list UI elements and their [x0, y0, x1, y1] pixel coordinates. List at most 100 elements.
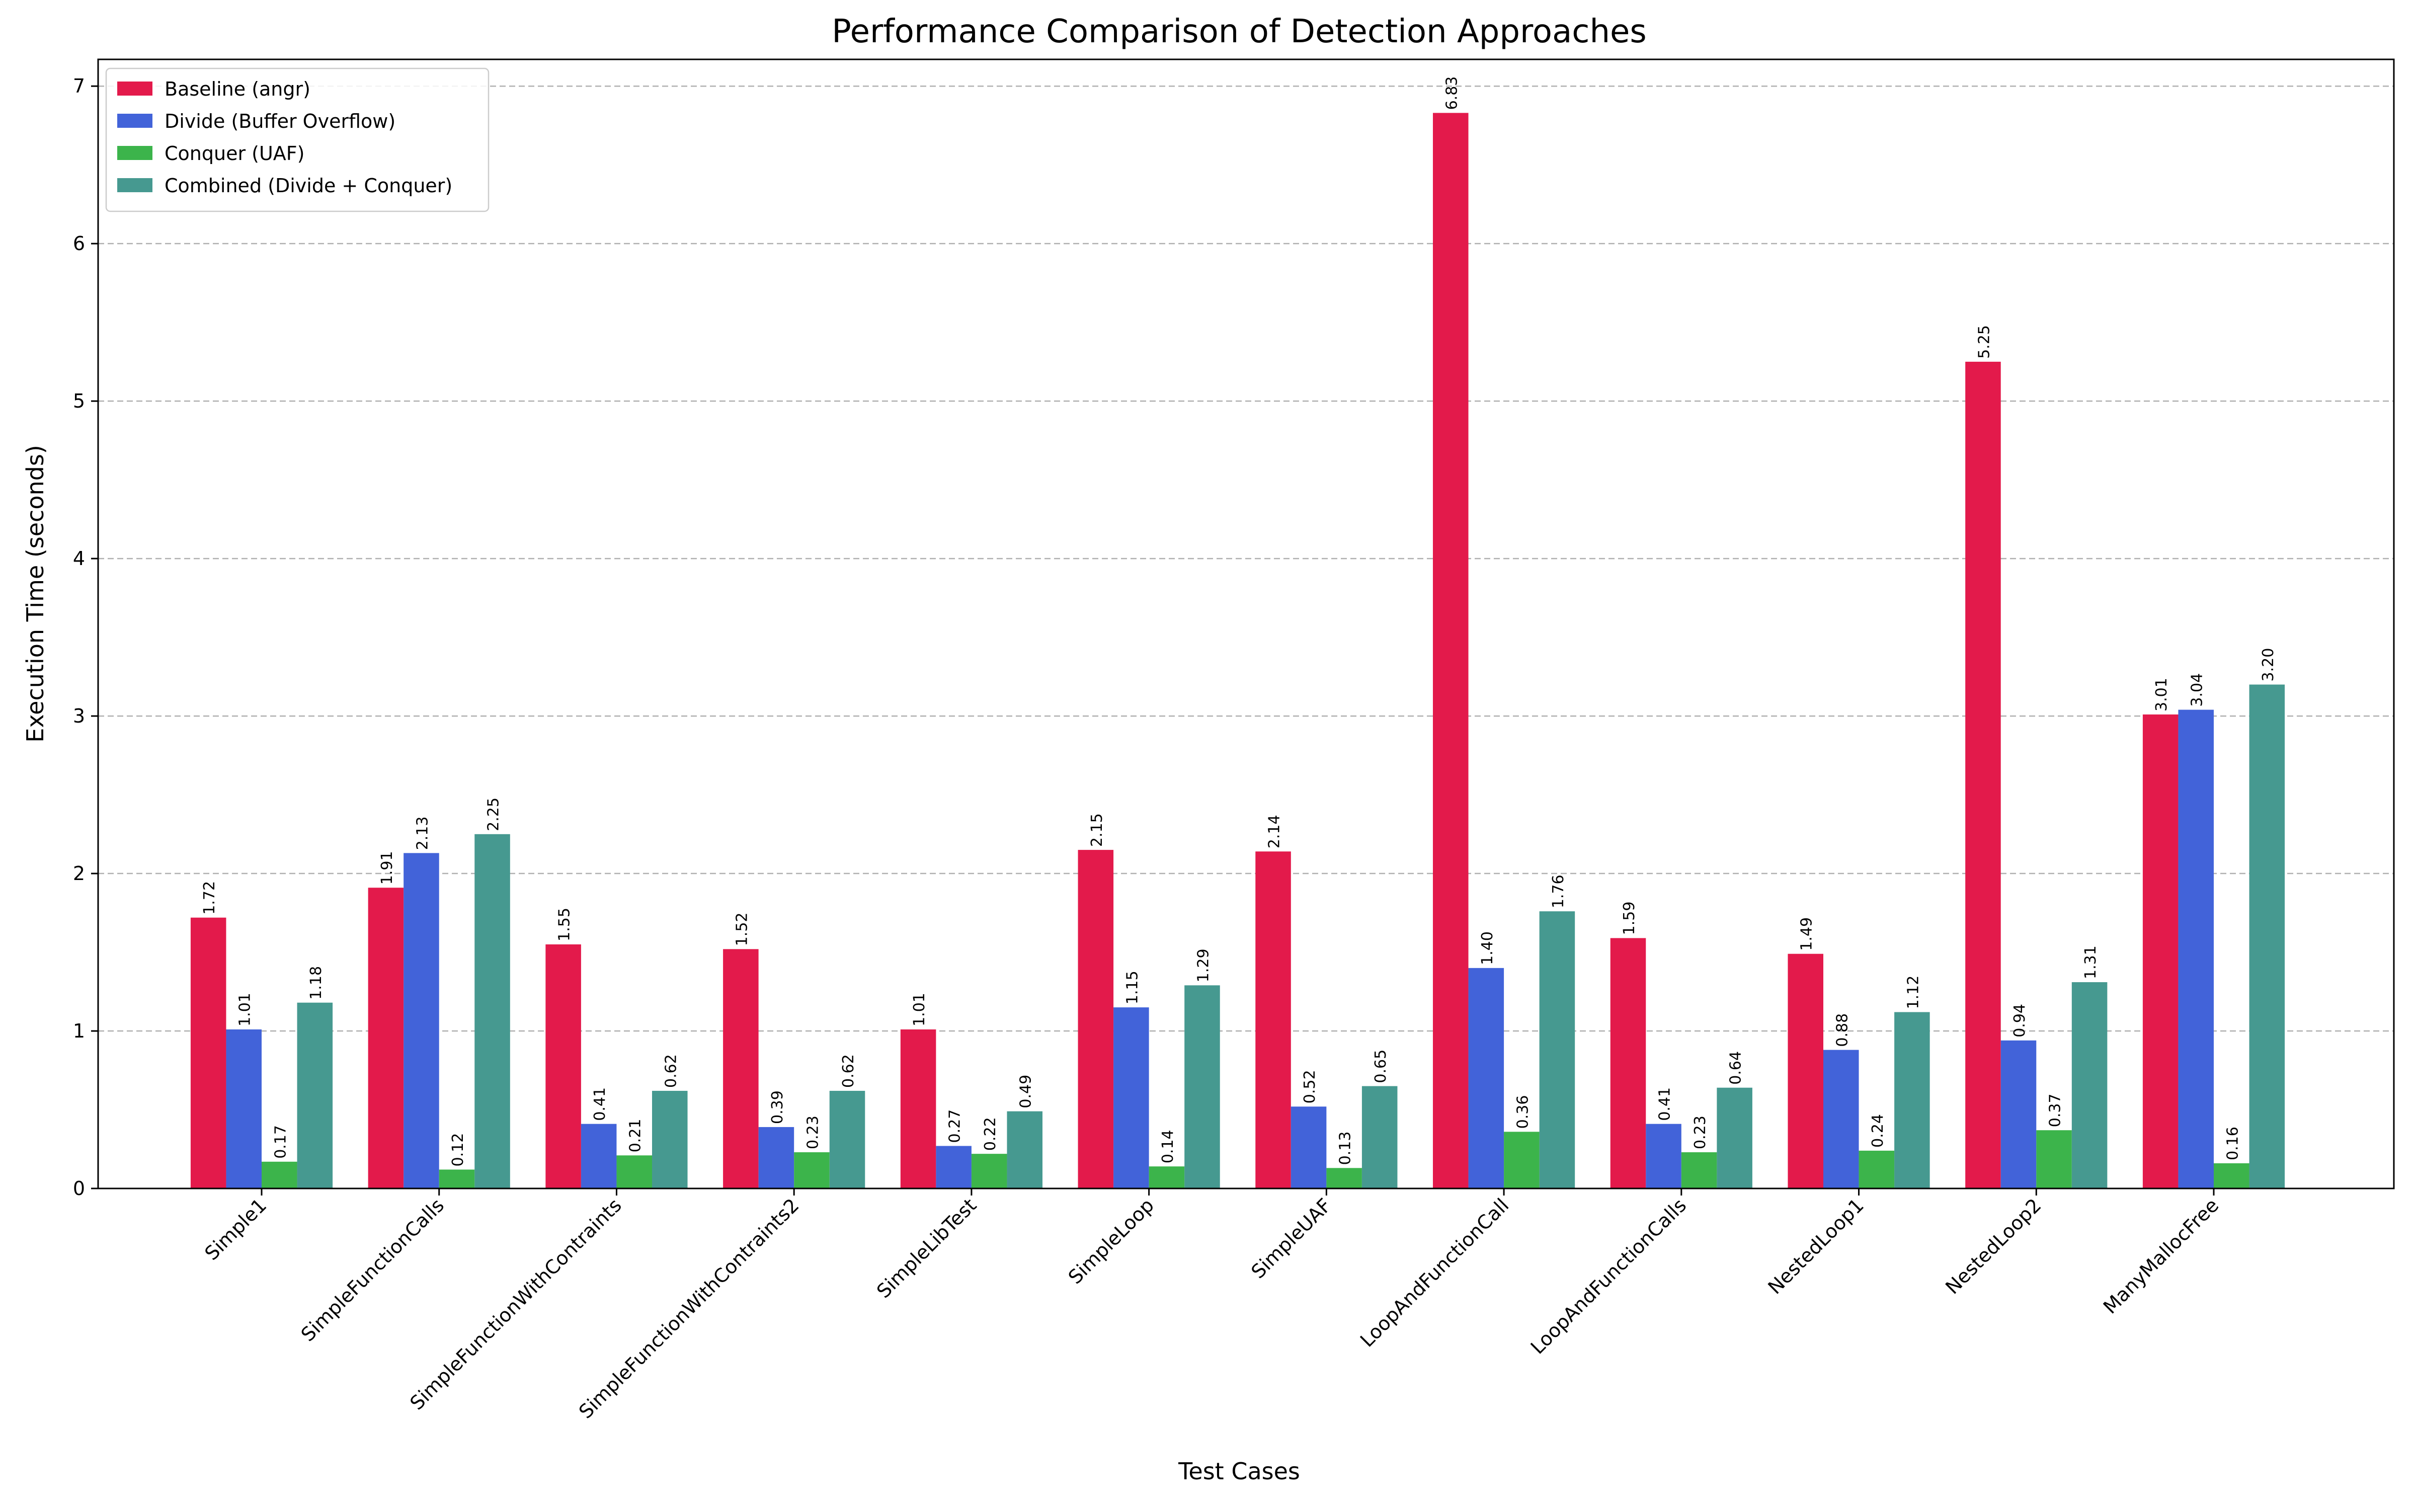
bar [1610, 938, 1646, 1188]
bar-value-label: 0.52 [1301, 1070, 1319, 1103]
bar [1255, 851, 1291, 1188]
bar-value-label: 1.49 [1798, 917, 1816, 951]
bar-value-label: 2.14 [1266, 815, 1283, 848]
bar-value-label: 1.31 [2082, 945, 2100, 979]
bar [2036, 1130, 2072, 1188]
y-tick-label: 7 [73, 75, 85, 97]
y-tick-label: 2 [73, 862, 85, 885]
legend-swatch [117, 146, 152, 160]
bar [2142, 714, 2179, 1188]
bar [474, 834, 510, 1188]
bar-value-label: 0.14 [1159, 1130, 1177, 1163]
bar-value-label: 1.01 [911, 993, 928, 1026]
bar-value-label: 0.49 [1017, 1075, 1035, 1108]
bar-value-label: 2.15 [1088, 813, 1106, 847]
chart-title: Performance Comparison of Detection Appr… [832, 13, 1647, 50]
bar-value-label: 0.16 [2224, 1127, 2241, 1160]
y-tick-label: 4 [73, 547, 85, 570]
legend-label: Baseline (angr) [165, 78, 310, 100]
bar-value-label: 1.40 [1479, 931, 1496, 965]
bar-value-label: 1.29 [1194, 948, 1212, 982]
bar [226, 1029, 262, 1188]
bar-value-label: 1.18 [307, 966, 325, 1000]
bar-value-label: 0.37 [2047, 1093, 2064, 1127]
bar [1859, 1150, 1895, 1188]
bar [1291, 1106, 1327, 1188]
bar [1433, 113, 1469, 1188]
bar-value-label: 1.72 [201, 881, 218, 915]
bar-value-label: 0.27 [946, 1109, 964, 1143]
bar-value-label: 1.91 [378, 851, 396, 885]
legend-label: Combined (Divide + Conquer) [165, 175, 452, 197]
bar-value-label: 0.12 [449, 1133, 467, 1167]
bar [404, 853, 439, 1188]
bar [262, 1161, 297, 1188]
bar-value-label: 1.52 [733, 912, 751, 946]
bar-value-label: 0.23 [1692, 1116, 1709, 1149]
bar [1788, 953, 1823, 1188]
bar [2214, 1163, 2249, 1188]
bar [829, 1090, 865, 1188]
bar-value-label: 1.76 [1550, 874, 1567, 908]
y-tick-label: 3 [73, 705, 85, 727]
bar-value-label: 1.55 [556, 908, 574, 941]
bar-value-label: 3.01 [2153, 678, 2170, 711]
bar-value-label: 3.20 [2260, 648, 2277, 682]
y-axis-title: Execution Time (seconds) [22, 445, 49, 742]
bar [1078, 850, 1114, 1188]
bar-value-label: 1.59 [1621, 902, 1638, 935]
bar [1113, 1007, 1149, 1188]
bar [971, 1154, 1007, 1188]
bar [900, 1029, 936, 1188]
bar-value-label: 0.94 [2011, 1004, 2029, 1038]
bar [936, 1146, 972, 1188]
bar [1504, 1132, 1540, 1188]
bar-value-label: 0.64 [1727, 1051, 1745, 1085]
legend-label: Conquer (UAF) [165, 142, 304, 165]
bar [1007, 1111, 1042, 1188]
bar [190, 917, 226, 1188]
bar [1184, 985, 1220, 1188]
bar-value-label: 3.04 [2189, 673, 2206, 707]
bar-value-label: 1.01 [236, 993, 254, 1026]
bar-value-label: 1.12 [1904, 976, 1922, 1009]
y-tick-label: 1 [73, 1020, 85, 1042]
bar [1823, 1050, 1859, 1188]
bar [794, 1152, 830, 1188]
bar [1468, 968, 1504, 1188]
bar [297, 1002, 333, 1188]
y-tick-label: 0 [73, 1177, 85, 1200]
bar [1539, 911, 1575, 1188]
legend-label: Divide (Buffer Overflow) [165, 110, 395, 132]
bar-value-label: 0.62 [840, 1054, 857, 1088]
bar-value-label: 0.24 [1869, 1114, 1887, 1148]
bar [1965, 361, 2001, 1188]
bar [1326, 1168, 1362, 1188]
bar [439, 1169, 475, 1188]
legend: Baseline (angr) Divide (Buffer Overflow) C… [105, 67, 490, 212]
y-tick-label: 5 [73, 390, 85, 412]
bar-value-label: 0.62 [662, 1054, 680, 1088]
bar-value-label: 0.22 [982, 1117, 999, 1151]
bar [1717, 1087, 1752, 1188]
legend-swatch [117, 82, 152, 96]
bar [1681, 1152, 1717, 1188]
bar-value-label: 0.65 [1372, 1050, 1390, 1083]
bar-value-label: 0.13 [1337, 1132, 1354, 1165]
bars [190, 113, 2285, 1188]
bar-value-label: 0.88 [1833, 1013, 1851, 1047]
bar [652, 1090, 688, 1188]
bar [1646, 1124, 1681, 1188]
data-labels: 1.72 1.91 1.55 1.52 1.01 2.15 2.14 6.83 1.59 1.49… [201, 76, 2277, 1167]
bar-value-label: 0.36 [1514, 1095, 1532, 1129]
bar-value-label: 1.15 [1123, 971, 1141, 1004]
bar [545, 944, 581, 1188]
bar [723, 949, 759, 1188]
bar [758, 1127, 794, 1188]
bar-value-label: 0.23 [804, 1116, 822, 1149]
bar-value-label: 0.39 [769, 1090, 786, 1124]
bar [1149, 1166, 1185, 1188]
